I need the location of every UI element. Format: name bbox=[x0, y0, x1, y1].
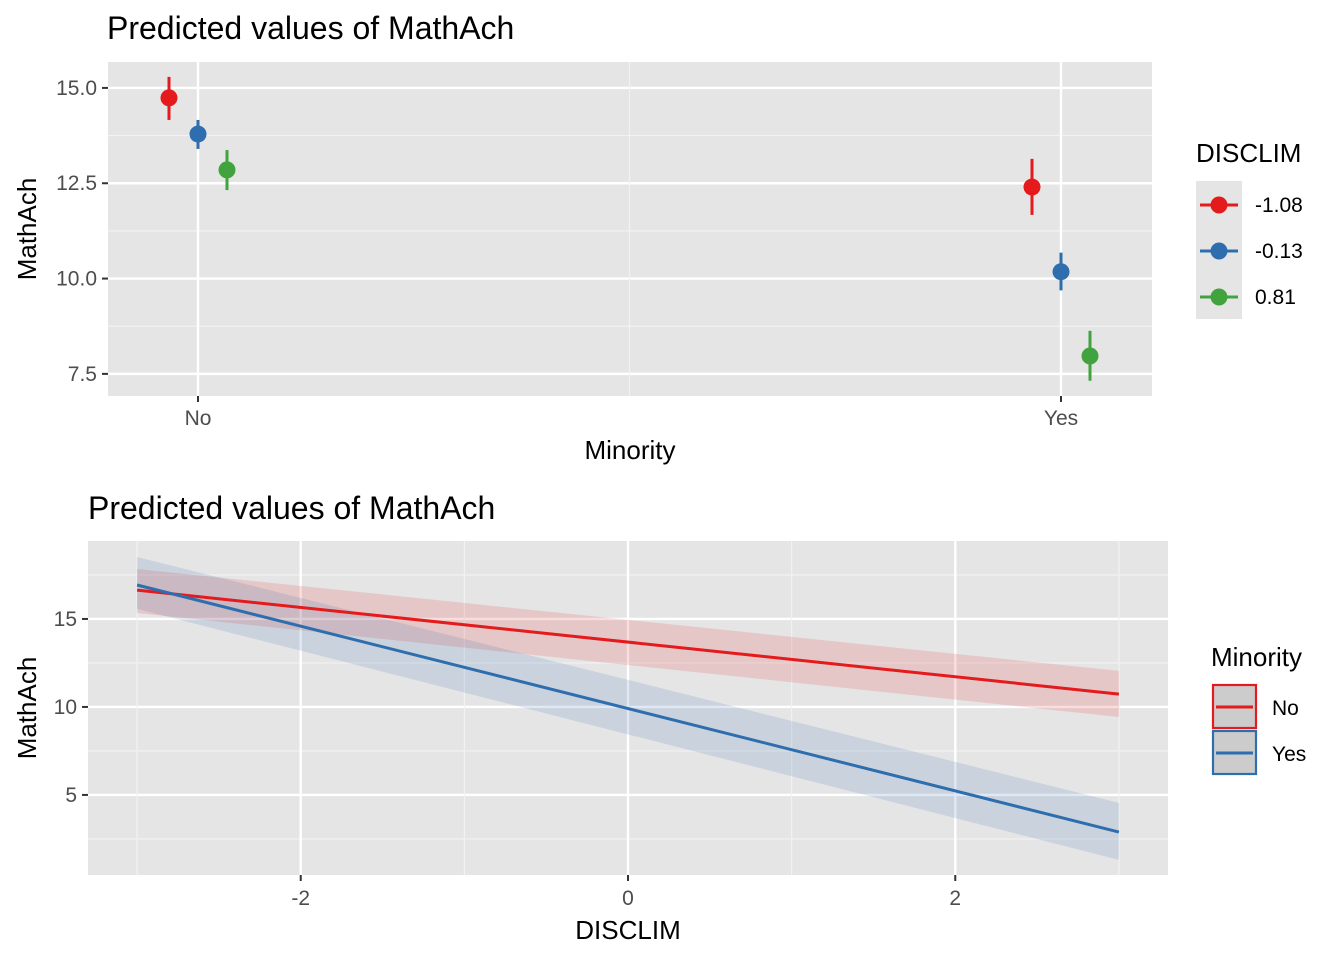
y-tick-label: 5 bbox=[65, 784, 77, 807]
x-tick-label: 0 bbox=[622, 887, 634, 910]
bottom-x-axis-title: DISCLIM bbox=[575, 915, 680, 945]
bottom-legend-title: Minority bbox=[1211, 642, 1302, 672]
legend-key-point bbox=[1210, 196, 1228, 214]
top-chart-title: Predicted values of MathAch bbox=[107, 10, 514, 46]
bottom-y-axis-title: MathAch bbox=[12, 657, 42, 760]
legend-label: Yes bbox=[1272, 743, 1306, 766]
y-tick-label: 10.0 bbox=[56, 268, 97, 291]
bottom-lines bbox=[136, 557, 1120, 860]
y-tick-label: 15 bbox=[54, 608, 77, 631]
legend-label: No bbox=[1272, 697, 1299, 720]
top-legend-title: DISCLIM bbox=[1196, 138, 1301, 168]
legend-key-point bbox=[1210, 242, 1228, 260]
x-tick-label: No bbox=[185, 407, 212, 430]
bottom-x-axis: -2 0 2 bbox=[291, 875, 961, 910]
legend-key-point bbox=[1210, 288, 1228, 306]
series-line bbox=[136, 583, 1120, 834]
y-tick-label: 15.0 bbox=[56, 77, 97, 100]
legend-label: -0.13 bbox=[1255, 240, 1303, 263]
data-point bbox=[1081, 347, 1099, 365]
legend-label: 0.81 bbox=[1255, 286, 1296, 309]
x-tick-label: -2 bbox=[291, 887, 310, 910]
top-x-axis-title: Minority bbox=[584, 435, 675, 465]
top-point-ranges bbox=[160, 76, 1099, 381]
data-point bbox=[160, 89, 178, 107]
data-point bbox=[1052, 263, 1070, 281]
data-point bbox=[218, 161, 236, 179]
data-point bbox=[1023, 178, 1041, 196]
y-tick-label: 10 bbox=[54, 696, 77, 719]
y-tick-label: 12.5 bbox=[56, 172, 97, 195]
bottom-y-axis: 5 10 15 bbox=[54, 608, 88, 807]
x-tick-label: 2 bbox=[949, 887, 961, 910]
series-line bbox=[136, 588, 1120, 696]
top-y-axis-title: MathAch bbox=[12, 178, 42, 281]
bottom-legend: No Yes bbox=[1211, 683, 1306, 776]
y-tick-label: 7.5 bbox=[68, 363, 97, 386]
data-point bbox=[189, 125, 207, 143]
top-legend: -1.08 -0.13 0.81 bbox=[1200, 194, 1303, 309]
legend-label: -1.08 bbox=[1255, 194, 1303, 217]
top-x-axis: No Yes bbox=[185, 396, 1078, 430]
top-gridlines bbox=[108, 62, 1152, 396]
bottom-gridlines bbox=[88, 541, 1168, 875]
x-tick-label: Yes bbox=[1044, 407, 1078, 430]
bottom-chart-title: Predicted values of MathAch bbox=[88, 490, 495, 526]
top-y-axis: 7.5 10.0 12.5 15.0 bbox=[56, 77, 108, 386]
